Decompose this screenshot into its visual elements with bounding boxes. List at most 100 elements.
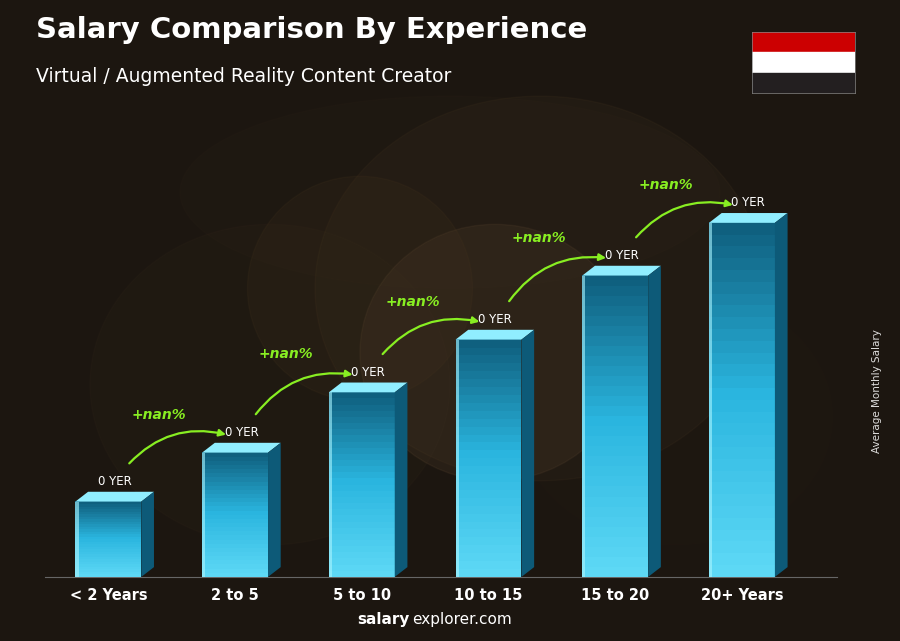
Bar (455, 481, 521, 490)
Ellipse shape (180, 96, 720, 288)
Text: 0 YER: 0 YER (605, 249, 638, 262)
Bar (709, 506, 775, 518)
Bar (582, 496, 648, 506)
Bar (202, 498, 268, 503)
Bar (582, 305, 648, 316)
Bar (76, 569, 141, 572)
Ellipse shape (360, 224, 630, 481)
Bar (76, 564, 141, 567)
Bar (76, 504, 141, 506)
Bar (582, 476, 648, 487)
Bar (328, 509, 395, 515)
Bar (582, 356, 648, 366)
Bar (202, 453, 205, 577)
Bar (455, 395, 521, 403)
Bar (709, 258, 775, 270)
Bar (709, 423, 775, 435)
Bar (328, 441, 395, 447)
Text: salary: salary (357, 612, 410, 627)
Bar (202, 552, 268, 556)
Bar (328, 392, 332, 577)
Bar (582, 296, 648, 306)
Bar (202, 519, 268, 523)
Bar (455, 529, 521, 537)
Bar (328, 460, 395, 466)
Bar (709, 294, 775, 306)
Bar (582, 395, 648, 406)
Bar (709, 458, 775, 470)
Bar (582, 285, 648, 296)
Bar (202, 460, 268, 465)
Bar (582, 486, 648, 497)
Bar (202, 481, 268, 486)
Text: 0 YER: 0 YER (478, 313, 512, 326)
Bar (582, 567, 648, 577)
Bar (328, 466, 395, 472)
Bar (582, 436, 648, 446)
Bar (455, 442, 521, 451)
Bar (455, 497, 521, 506)
Bar (709, 541, 775, 553)
Bar (202, 531, 268, 535)
Ellipse shape (518, 288, 832, 545)
Text: +nan%: +nan% (512, 231, 566, 245)
Bar (709, 412, 775, 424)
Bar (76, 544, 141, 547)
Bar (328, 472, 395, 478)
Bar (328, 503, 395, 509)
Bar (455, 490, 521, 498)
Bar (202, 469, 268, 473)
Bar (582, 506, 648, 517)
Bar (202, 544, 268, 548)
Bar (455, 419, 521, 427)
Text: 0 YER: 0 YER (351, 366, 385, 379)
Bar (582, 345, 648, 356)
Bar (76, 512, 141, 514)
Bar (455, 379, 521, 387)
Bar (709, 399, 775, 412)
Bar (455, 505, 521, 513)
Bar (582, 546, 648, 557)
Bar (328, 447, 395, 454)
Bar (76, 562, 141, 564)
Bar (455, 537, 521, 545)
Bar (582, 426, 648, 437)
Bar (709, 305, 775, 317)
Text: +nan%: +nan% (639, 178, 693, 192)
Bar (76, 556, 141, 560)
Ellipse shape (315, 96, 765, 481)
Bar (582, 556, 648, 567)
Bar (76, 524, 141, 527)
Ellipse shape (248, 176, 472, 401)
Bar (582, 365, 648, 376)
Bar (709, 222, 775, 235)
Bar (328, 422, 395, 429)
Text: Virtual / Augmented Reality Content Creator: Virtual / Augmented Reality Content Crea… (36, 67, 452, 87)
Bar (455, 474, 521, 482)
Bar (582, 456, 648, 467)
Bar (455, 426, 521, 435)
Bar (76, 574, 141, 577)
Bar (202, 535, 268, 540)
Bar (76, 519, 141, 522)
Bar (76, 567, 141, 569)
Bar (76, 529, 141, 531)
Bar (582, 315, 648, 326)
Bar (582, 406, 648, 416)
Bar (328, 429, 395, 435)
Bar (328, 410, 395, 417)
Bar (709, 340, 775, 353)
Bar (709, 353, 775, 365)
Bar (709, 317, 775, 329)
Bar (76, 501, 78, 577)
Polygon shape (648, 266, 661, 577)
Bar (455, 339, 521, 347)
Bar (328, 453, 395, 460)
Bar (202, 539, 268, 544)
Bar (328, 564, 395, 570)
Bar (709, 553, 775, 565)
Bar (202, 547, 268, 552)
Polygon shape (202, 443, 281, 453)
Bar (455, 513, 521, 522)
Ellipse shape (90, 224, 450, 545)
